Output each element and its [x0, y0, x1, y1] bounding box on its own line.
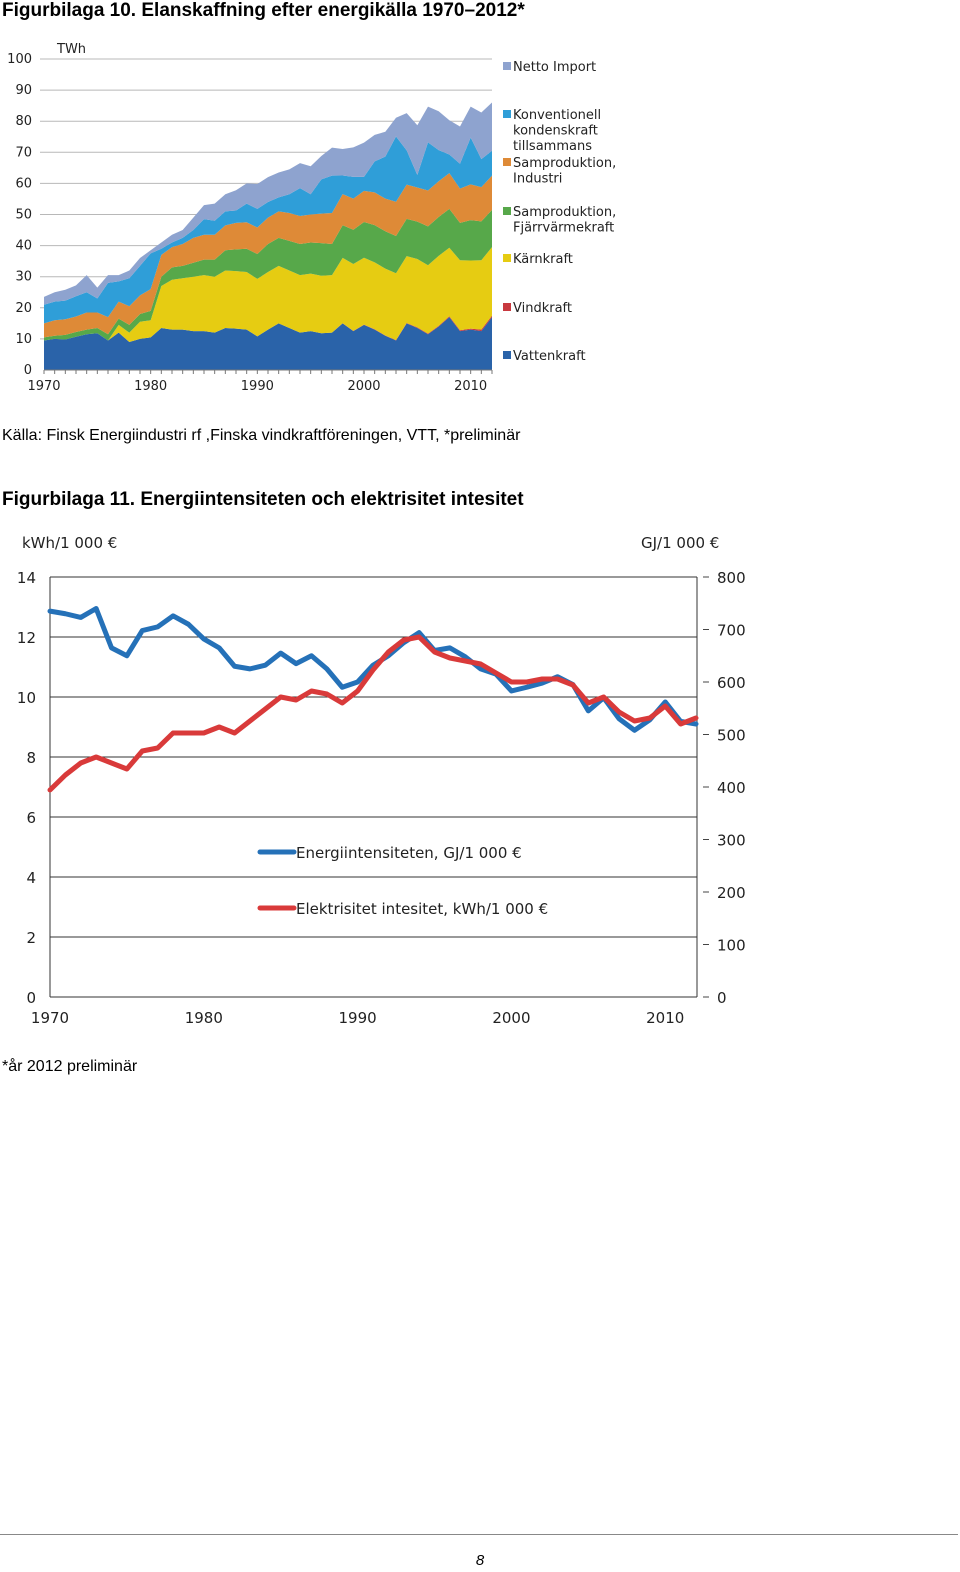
chart1-area-series — [44, 102, 492, 370]
chart2-right-axis-label: GJ/1 000 € — [641, 534, 719, 552]
chart1-legend-swatch — [503, 303, 511, 311]
chart1-x-tick-label: 1990 — [241, 379, 274, 394]
chart1-x-tick-label: 2010 — [454, 379, 487, 394]
chart2-axes: 0 2 4 6 8 10 12 14 0 100 200 300 400 500 600 700 800 1970… — [17, 569, 746, 1027]
chart2-legend: Energiintensiteten, GJ/1 000 € Elektrisit… — [257, 844, 548, 918]
chart2-left-tick-label: 10 — [17, 689, 36, 707]
chart1-x-tick-label: 1970 — [27, 379, 60, 394]
page-number: 8 — [475, 1552, 485, 1569]
chart1-x-tick-label: 1980 — [134, 379, 167, 394]
chart1-y-tick-label: 20 — [15, 301, 32, 316]
chart1-x-tick-label: 2000 — [347, 379, 380, 394]
chart1-y-tick-label: 40 — [15, 239, 32, 254]
chart1-y-tick-label: 50 — [15, 208, 32, 223]
chart1-axes: 0 10 20 30 40 50 60 70 80 90 100 1970 1980 1990 2000 20… — [7, 52, 493, 394]
chart2-right-tick-label: 700 — [717, 622, 746, 640]
chart2-right-tick-label: 400 — [717, 779, 746, 797]
chart1-legend-swatch — [503, 158, 511, 166]
chart2-right-tick-label: 300 — [717, 832, 746, 850]
chart2-right-tick-label: 800 — [717, 569, 746, 587]
page-footer-rule — [0, 1534, 958, 1535]
chart2-legend-label: Elektrisitet intesitet, kWh/1 000 € — [296, 900, 548, 918]
chart1-y-tick-label: 90 — [15, 83, 32, 98]
chart2-left-tick-label: 6 — [26, 809, 36, 827]
chart2-x-tick-label: 2000 — [492, 1009, 530, 1027]
chart1-legend-swatch — [503, 207, 511, 215]
chart2-right-tick-label: 600 — [717, 674, 746, 692]
chart1-y-axis-label: TWh — [56, 42, 86, 57]
chart1-legend-swatch — [503, 110, 511, 118]
figure1-heading: Figurbilaga 10. Elanskaffning efter ener… — [2, 0, 525, 21]
chart1-y-tick-label: 60 — [15, 176, 32, 191]
chart1-legend-swatch — [503, 254, 511, 262]
chart1-legend-label: Netto Import — [513, 60, 596, 75]
figure2-heading: Figurbilaga 11. Energiintensiteten och e… — [2, 489, 524, 510]
chart2-left-tick-label: 4 — [26, 869, 36, 887]
chart1-area-series-6 — [44, 102, 492, 305]
chart2-left-tick-label: 2 — [26, 929, 36, 947]
chart1-y-tick-label: 70 — [15, 145, 32, 160]
chart2-left-tick-label: 0 — [26, 989, 36, 1007]
figure2-footnote: *år 2012 preliminär — [2, 1058, 138, 1075]
chart2-right-tick-label: 0 — [717, 989, 727, 1007]
chart1-y-tick-label: 0 — [24, 363, 32, 378]
energy-supply-area-chart: 0 10 20 30 40 50 60 70 80 90 100 1970 1980 1990 2000 20… — [7, 42, 616, 394]
chart2-legend-label: Energiintensiteten, GJ/1 000 € — [296, 844, 522, 862]
chart2-left-axis-label: kWh/1 000 € — [22, 534, 117, 552]
chart2-x-tick-label: 2010 — [646, 1009, 684, 1027]
chart1-y-tick-label: 10 — [15, 332, 32, 347]
chart2-left-tick-label: 12 — [17, 629, 36, 647]
chart1-area-series-0 — [44, 317, 492, 370]
chart2-left-tick-label: 14 — [17, 569, 36, 587]
chart1-legend-label: Samproduktion, Industri — [513, 156, 616, 187]
chart1-legend-label: Kärnkraft — [513, 252, 573, 267]
chart2-x-tick-label: 1980 — [185, 1009, 223, 1027]
chart1-area-series-1 — [44, 315, 492, 343]
chart2-x-tick-label: 1990 — [339, 1009, 377, 1027]
chart2-left-tick-label: 8 — [26, 749, 36, 767]
chart1-area-series-2 — [44, 247, 492, 343]
chart1-legend-label: Vattenkraft — [513, 349, 586, 364]
chart1-legend-label: Samproduktion, Fjärrvärmekraft — [513, 205, 616, 236]
chart2-right-tick-label: 500 — [717, 727, 746, 745]
figure1-source-note: Källa: Finsk Energiindustri rf ,Finska v… — [2, 427, 521, 444]
chart1-legend-label: Konventionell kondenskraft tillsammans — [513, 108, 601, 154]
chart2-right-tick-label: 100 — [717, 937, 746, 955]
chart1-legend: Netto Import Konventionell kondenskraft til… — [503, 60, 616, 364]
chart2-right-tick-label: 200 — [717, 884, 746, 902]
chart1-area-series-5 — [44, 136, 492, 324]
chart2-gridlines — [50, 576, 697, 998]
chart1-y-tick-label: 100 — [7, 52, 32, 67]
chart1-area-series-4 — [44, 173, 492, 338]
chart2-line-series — [47, 606, 699, 793]
chart2-line-series-1 — [47, 634, 699, 793]
chart2-line-series-0 — [47, 606, 699, 733]
chart1-area-series-3 — [44, 208, 492, 341]
chart1-y-tick-label: 30 — [15, 270, 32, 285]
chart1-legend-swatch — [503, 351, 511, 359]
intensity-line-chart: 0 2 4 6 8 10 12 14 0 100 200 300 400 500 600 700 800 1970… — [17, 534, 746, 1027]
chart2-x-tick-label: 1970 — [31, 1009, 69, 1027]
chart1-legend-swatch — [503, 62, 511, 70]
chart1-legend-label: Vindkraft — [513, 301, 572, 316]
chart1-y-tick-label: 80 — [15, 114, 32, 129]
